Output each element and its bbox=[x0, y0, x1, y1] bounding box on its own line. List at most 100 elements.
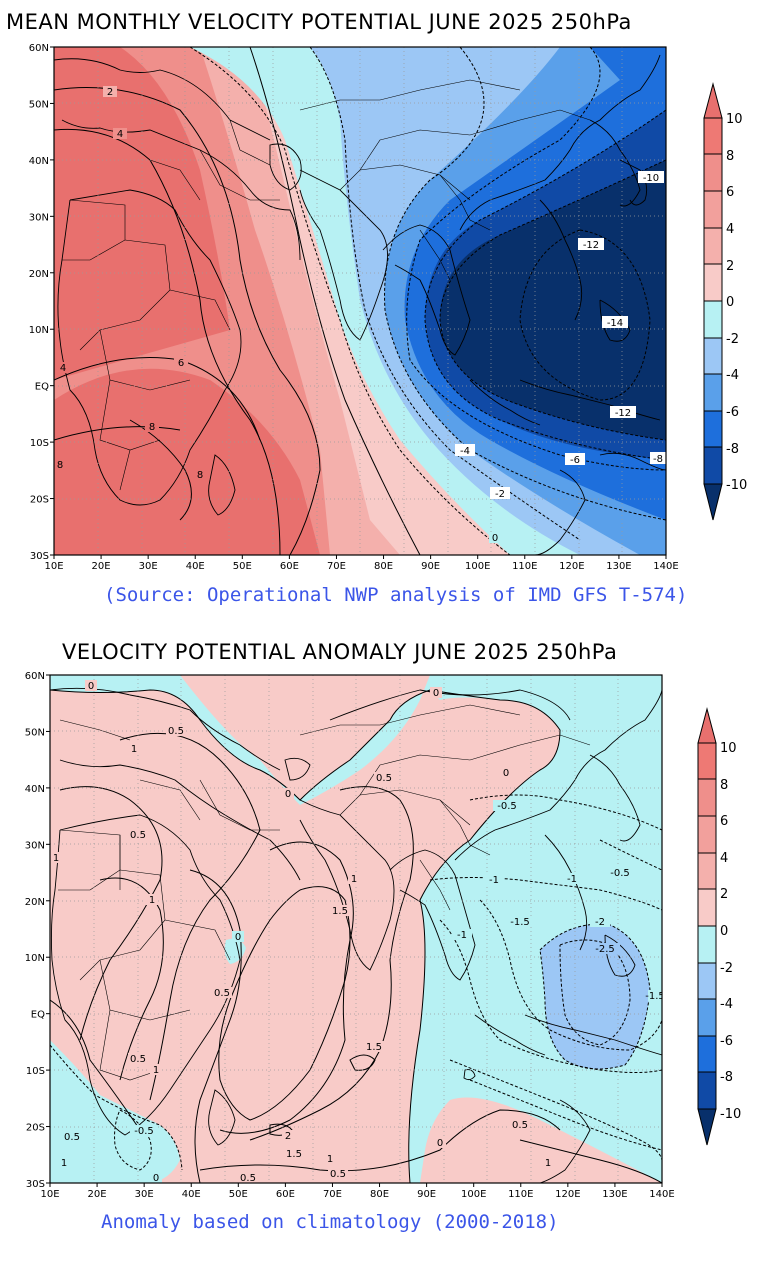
contour-label: -4 bbox=[460, 446, 470, 457]
y-tick-label: EQ bbox=[35, 382, 49, 393]
y-tick-label: 30S bbox=[30, 551, 49, 562]
contour-label: 8 bbox=[57, 460, 63, 471]
contour-label: -2 bbox=[595, 917, 605, 928]
x-tick-label: 80E bbox=[370, 1189, 389, 1200]
y-tick-label: EQ bbox=[31, 1010, 45, 1021]
x-tick-label: 140E bbox=[649, 1189, 674, 1200]
contour-label: 0.5 bbox=[330, 1169, 346, 1180]
contour-label: 0.5 bbox=[220, 988, 236, 999]
y-tick-label: 30N bbox=[29, 212, 49, 223]
colorbar-label: -6 bbox=[726, 405, 739, 420]
colorbar-label: 6 bbox=[726, 185, 734, 200]
contour-label: 1 bbox=[131, 744, 137, 755]
contour-label: 1 bbox=[153, 1065, 159, 1076]
x-tick-label: 60E bbox=[276, 1189, 295, 1200]
contour-label: 0.5 bbox=[512, 1120, 528, 1131]
colorbar-label: -6 bbox=[720, 1034, 733, 1049]
contour-label: 1 bbox=[153, 1065, 159, 1076]
contour-label: 1 bbox=[351, 874, 357, 885]
x-tick-label: 130E bbox=[606, 561, 631, 572]
contour-label: -2 bbox=[495, 489, 505, 500]
contour-label: 0 bbox=[437, 1138, 443, 1149]
contour-label: 0.5 bbox=[64, 1132, 80, 1143]
colorbar-label: -8 bbox=[720, 1070, 733, 1085]
colorbar-label: 4 bbox=[720, 851, 728, 866]
x-tick-label: 110E bbox=[508, 1189, 533, 1200]
x-tick-label: 40E bbox=[182, 1189, 201, 1200]
x-tick-label: 100E bbox=[465, 561, 490, 572]
contour-label: 1 bbox=[61, 1158, 67, 1169]
contour-label: 0.5 bbox=[214, 988, 230, 999]
contour-label: 1 bbox=[327, 1154, 333, 1165]
contour-label: -1 bbox=[567, 874, 577, 885]
x-tick-label: 90E bbox=[417, 1189, 436, 1200]
y-tick-label: 10S bbox=[30, 438, 49, 449]
x-tick-label: 20E bbox=[88, 1189, 107, 1200]
contour-label: 2 bbox=[285, 1131, 291, 1142]
colorbar-label: -2 bbox=[720, 961, 733, 976]
colorbar-label: -4 bbox=[726, 368, 739, 383]
colorbar-label: 10 bbox=[720, 741, 737, 756]
panel2-map: 0 0.5 1 0 0.5 0 0 0.5 1 0.5 1 1.5 1 0 0.… bbox=[50, 675, 665, 1183]
x-tick-label: 10E bbox=[40, 1189, 59, 1200]
y-tick-label: 40N bbox=[25, 784, 45, 795]
x-tick-label: 70E bbox=[323, 1189, 342, 1200]
y-tick-label: 20N bbox=[25, 897, 45, 908]
x-tick-label: 130E bbox=[602, 1189, 627, 1200]
contour-label: -0.5 bbox=[610, 868, 630, 879]
colorbar-label: 8 bbox=[726, 149, 734, 164]
panel1-axes: 10E 20E 30E 40E 50E 60E 70E 80E 90E 100E 110E 120E 1… bbox=[29, 43, 679, 572]
x-tick-label: 120E bbox=[555, 1189, 580, 1200]
contour-label: -2.5 bbox=[595, 944, 615, 955]
x-tick-label: 140E bbox=[653, 561, 678, 572]
panel1-frame bbox=[53, 46, 667, 556]
panel2-title: VELOCITY POTENTIAL ANOMALY JUNE 2025 250… bbox=[62, 640, 618, 664]
colorbar-label: 0 bbox=[720, 924, 728, 939]
contour-label: 0 bbox=[88, 681, 94, 692]
y-tick-label: 50N bbox=[29, 99, 49, 110]
colorbar-label: 6 bbox=[720, 814, 728, 829]
x-tick-label: 70E bbox=[327, 561, 346, 572]
contour-label: 8 bbox=[149, 422, 155, 433]
y-tick-label: 60N bbox=[25, 671, 45, 682]
colorbar-label: -2 bbox=[726, 332, 739, 347]
x-tick-label: 30E bbox=[139, 561, 158, 572]
x-tick-label: 50E bbox=[229, 1189, 248, 1200]
y-tick-label: 10N bbox=[25, 953, 45, 964]
x-tick-label: 10E bbox=[44, 561, 63, 572]
contour-label: -12 bbox=[615, 408, 631, 419]
y-tick-label: 40N bbox=[29, 156, 49, 167]
contour-label: -0.5 bbox=[134, 1126, 154, 1137]
x-tick-label: 90E bbox=[421, 561, 440, 572]
y-tick-label: 20N bbox=[29, 269, 49, 280]
contour-label: 0.5 bbox=[130, 830, 146, 841]
y-tick-label: 10N bbox=[29, 325, 49, 336]
x-tick-label: 120E bbox=[559, 561, 584, 572]
contour-label: 8 bbox=[197, 470, 203, 481]
y-tick-label: 10S bbox=[26, 1066, 45, 1077]
x-tick-label: 30E bbox=[135, 1189, 154, 1200]
y-tick-label: 30N bbox=[25, 840, 45, 851]
panel1-colorbar: 10 8 6 4 2 0 -2 -4 -6 -8 -10 bbox=[703, 82, 747, 521]
contour-label: 0 bbox=[235, 932, 241, 943]
contour-label: 0.5 bbox=[168, 726, 184, 737]
contour-label: -1.5 bbox=[510, 917, 530, 928]
panel2-source: Anomaly based on climatology (2000-2018) bbox=[101, 1211, 559, 1233]
panel1-map: 2 4 6 8 8 4 8 -10 -12 -14 -12 -4 -6 -8 -… bbox=[54, 47, 666, 555]
contour-label: -14 bbox=[607, 318, 623, 329]
panel1-source: (Source: Operational NWP analysis of IMD… bbox=[104, 584, 688, 606]
contour-label: 0 bbox=[492, 533, 498, 544]
y-tick-label: 20S bbox=[30, 495, 49, 506]
panel1-title: MEAN MONTHLY VELOCITY POTENTIAL JUNE 202… bbox=[6, 10, 632, 34]
contour-label: 0 bbox=[503, 768, 509, 779]
contour-label: -1.5 bbox=[645, 991, 665, 1002]
colorbar-label: -10 bbox=[720, 1107, 741, 1122]
contour-label: -6 bbox=[570, 455, 580, 466]
contour-label: 1.5 bbox=[332, 906, 348, 917]
contour-label: 0 bbox=[285, 789, 291, 800]
contour-label: 1.5 bbox=[286, 1149, 302, 1160]
contour-label: -1 bbox=[489, 875, 499, 886]
panel2-colorbar: 10 8 6 4 2 0 -2 -4 -6 -8 -10 bbox=[697, 707, 741, 1146]
colorbar-label: 2 bbox=[726, 259, 734, 274]
